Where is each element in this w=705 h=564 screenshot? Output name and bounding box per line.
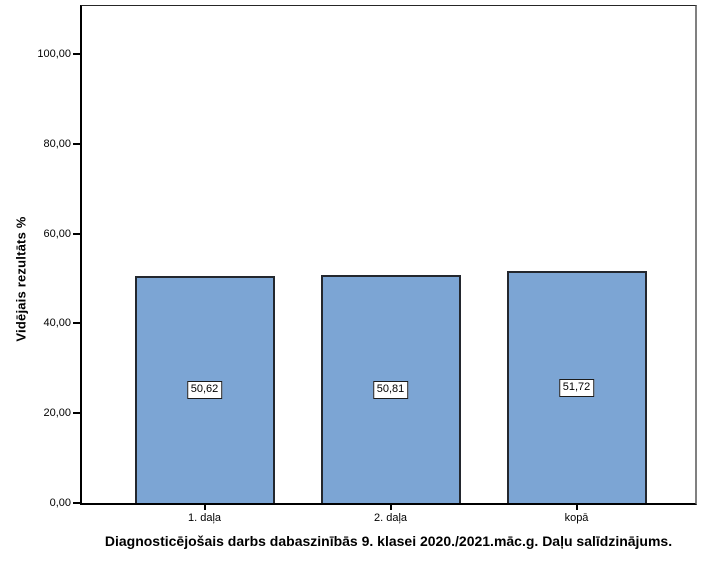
x-category-label: kopā bbox=[564, 512, 589, 524]
y-tick-label: 40,00 bbox=[43, 317, 71, 330]
x-tick-mark bbox=[575, 505, 578, 510]
x-tick-mark bbox=[389, 505, 392, 510]
y-tick-label: 60,00 bbox=[43, 227, 71, 240]
bar-value-label: 51,72 bbox=[558, 378, 595, 397]
y-tick-mark bbox=[73, 232, 80, 235]
bar-2: 50,81 bbox=[320, 274, 461, 503]
x-category-label: 1. daļa bbox=[187, 512, 222, 524]
bar-value-label: 50,81 bbox=[372, 380, 409, 399]
y-tick-label: 0,00 bbox=[49, 497, 71, 509]
y-tick-mark bbox=[73, 412, 80, 415]
y-tick-label: 20,00 bbox=[43, 407, 71, 420]
x-category-label: 2. daļa bbox=[373, 512, 408, 524]
y-tick-mark bbox=[73, 322, 80, 325]
chart-title: Diagnosticējošais darbs dabaszinībās 9. … bbox=[104, 533, 673, 549]
y-axis-title: Vidējais rezultāts % bbox=[13, 216, 29, 342]
bar-value-label: 50,62 bbox=[186, 381, 223, 400]
y-tick-mark bbox=[73, 142, 80, 145]
plot-area: 0,00 20,00 40,00 60,00 80,00 100,00 50,62 50,8… bbox=[37, 5, 697, 524]
y-tick-mark bbox=[73, 502, 80, 504]
bar-1: 50,62 bbox=[134, 275, 275, 503]
y-tick-label: 80,00 bbox=[43, 137, 71, 150]
bar-3: 51,72 bbox=[506, 270, 647, 503]
y-tick-mark bbox=[73, 53, 80, 56]
x-tick-mark bbox=[203, 505, 206, 510]
y-tick-label: 100,00 bbox=[37, 48, 71, 61]
